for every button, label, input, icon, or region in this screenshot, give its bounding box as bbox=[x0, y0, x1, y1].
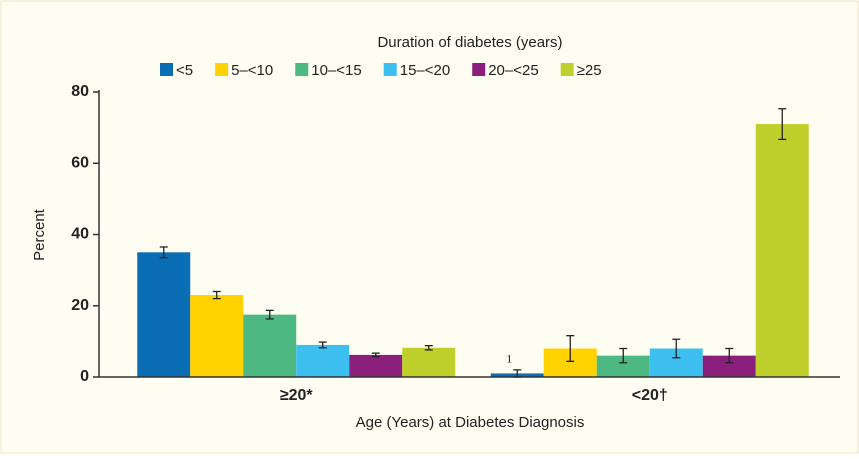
legend-swatch bbox=[383, 63, 397, 76]
legend-swatch bbox=[295, 63, 309, 76]
legend-label: 15–<20 bbox=[400, 62, 450, 79]
error-bar bbox=[371, 352, 380, 358]
error-bar bbox=[265, 309, 274, 320]
data-label: 1 bbox=[506, 352, 512, 366]
legend-label: 10–<15 bbox=[311, 62, 361, 79]
error-bar bbox=[318, 341, 327, 349]
bar bbox=[137, 252, 191, 377]
legend-swatch bbox=[472, 63, 486, 76]
y-tick-label: 60 bbox=[71, 154, 89, 171]
error-bar bbox=[424, 344, 433, 351]
error-bar bbox=[672, 338, 681, 359]
legend-label: <5 bbox=[176, 62, 193, 79]
error-bar bbox=[566, 335, 575, 362]
x-axis-label: Age (Years) at Diabetes Diagnosis bbox=[356, 414, 585, 431]
error-bar bbox=[725, 347, 734, 364]
bar bbox=[349, 354, 403, 377]
y-tick-label: 40 bbox=[71, 226, 89, 243]
y-tick-label: 0 bbox=[80, 368, 89, 385]
x-tick-label: <20† bbox=[632, 387, 668, 404]
bar bbox=[296, 344, 350, 377]
legend-swatch bbox=[160, 63, 173, 76]
legend-label: 20–<25 bbox=[488, 62, 538, 79]
bar bbox=[190, 295, 244, 377]
error-bar bbox=[619, 347, 628, 364]
y-tick-label: 20 bbox=[71, 297, 89, 314]
bar bbox=[755, 124, 809, 377]
legend-label: ≥25 bbox=[577, 62, 602, 79]
bar bbox=[243, 314, 297, 377]
bar bbox=[596, 355, 650, 377]
legend-label: 5–<10 bbox=[231, 62, 273, 79]
legend-swatch bbox=[215, 63, 229, 76]
error-bar bbox=[778, 108, 787, 141]
bar bbox=[702, 355, 756, 377]
error-bar bbox=[212, 290, 221, 300]
legend-swatch bbox=[560, 63, 574, 76]
error-bar bbox=[159, 246, 168, 259]
legend-title: Duration of diabetes (years) bbox=[377, 34, 562, 51]
y-tick-label: 80 bbox=[71, 83, 89, 100]
x-tick-label: ≥20* bbox=[280, 387, 314, 404]
y-axis-label: Percent bbox=[31, 208, 48, 261]
bar bbox=[402, 347, 456, 377]
